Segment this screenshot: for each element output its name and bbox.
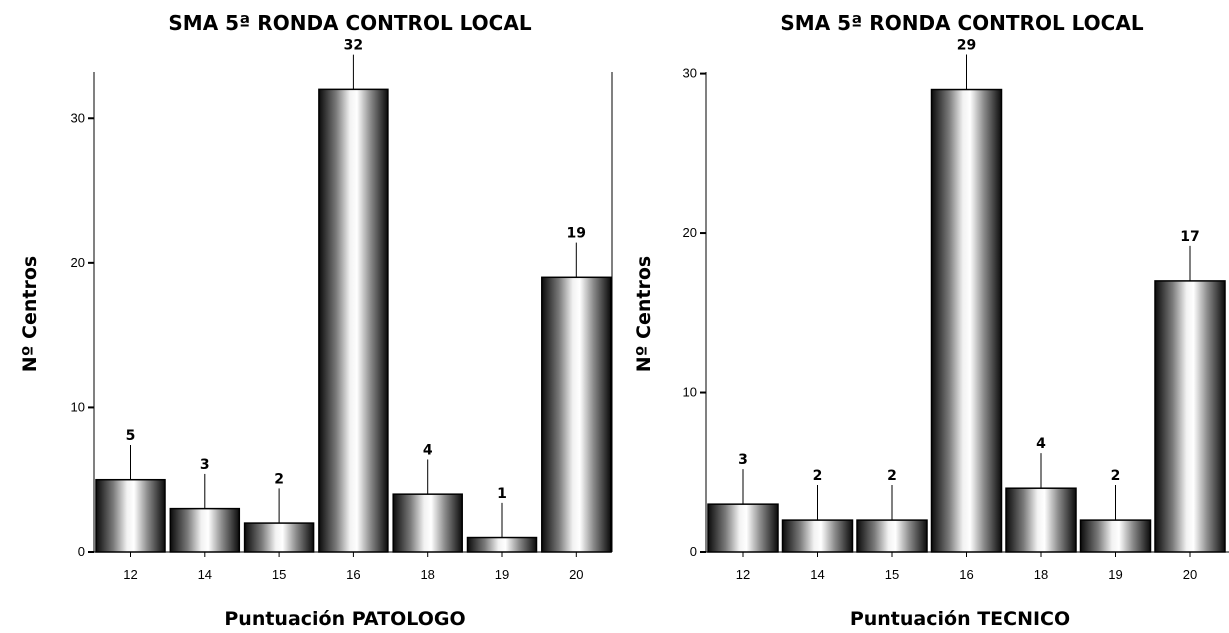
y-axis-label: Nº Centros (633, 256, 655, 372)
bar (1154, 280, 1226, 553)
y-tick-label: 0 (78, 544, 85, 559)
chart-patologo: SMA 5ª RONDA CONTROL LOCAL Puntuación PA… (19, 11, 613, 630)
x-tick-label: 18 (1034, 567, 1048, 582)
x-tick-label: 15 (272, 567, 286, 582)
bar (930, 88, 1003, 553)
data-label: 29 (957, 37, 976, 53)
y-tick-label: 10 (683, 385, 697, 400)
data-label: 3 (738, 452, 748, 468)
chart-title: SMA 5ª RONDA CONTROL LOCAL (780, 11, 1143, 35)
x-tick-label: 14 (198, 567, 212, 582)
chart-marks: 0 10 20 30 5 12 3 14 2 15 32 16 4 18 1 19 19 20 (71, 38, 612, 582)
data-label: 2 (887, 468, 897, 484)
y-tick-label: 20 (71, 255, 85, 270)
x-tick-label: 20 (569, 567, 583, 582)
data-label: 4 (1036, 436, 1046, 452)
x-tick-label: 12 (736, 567, 750, 582)
bar (707, 503, 779, 553)
bar (1079, 519, 1152, 553)
chart-tecnico: SMA 5ª RONDA CONTROL LOCAL Puntuación TE… (633, 11, 1229, 630)
y-tick-label: 10 (71, 399, 85, 414)
data-label: 3 (200, 457, 210, 473)
y-axis-label: Nº Centros (19, 256, 41, 372)
y-tick-label: 20 (683, 225, 697, 240)
data-label: 2 (274, 471, 284, 487)
bar (781, 519, 854, 553)
bar (243, 522, 315, 553)
y-tick-label: 30 (71, 110, 85, 125)
bar (318, 88, 389, 553)
data-label: 2 (813, 468, 823, 484)
x-axis-label: Puntuación TECNICO (850, 608, 1070, 630)
bar (392, 493, 463, 553)
data-label: 1 (497, 486, 507, 502)
x-axis-label: Puntuación PATOLOGO (224, 608, 465, 630)
bar (1005, 487, 1077, 553)
chart-title: SMA 5ª RONDA CONTROL LOCAL (168, 11, 531, 35)
y-tick-label: 0 (690, 544, 697, 559)
x-tick-label: 19 (495, 567, 509, 582)
data-label: 32 (344, 38, 363, 54)
data-label: 2 (1111, 468, 1121, 484)
x-tick-label: 19 (1108, 567, 1122, 582)
x-tick-label: 16 (346, 567, 360, 582)
data-label: 5 (126, 428, 136, 444)
data-label: 4 (423, 442, 433, 458)
y-tick-label: 30 (683, 66, 697, 81)
x-tick-label: 18 (420, 567, 434, 582)
x-tick-label: 20 (1183, 567, 1197, 582)
x-tick-label: 12 (123, 567, 137, 582)
bar (541, 276, 612, 553)
data-label: 17 (1180, 229, 1199, 245)
bar (856, 519, 928, 553)
bar (466, 536, 538, 553)
bar (95, 478, 166, 553)
x-tick-label: 14 (810, 567, 824, 582)
x-tick-label: 15 (885, 567, 899, 582)
chart-marks: 0 10 20 30 3 12 2 14 2 15 29 16 4 18 2 19 17 20 (683, 37, 1226, 582)
x-tick-label: 16 (959, 567, 973, 582)
bar (169, 507, 241, 553)
data-label: 19 (567, 226, 586, 242)
